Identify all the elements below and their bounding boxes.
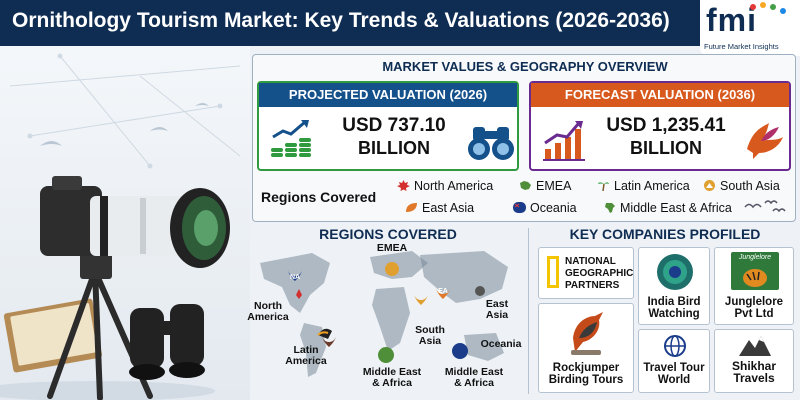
region-oceania: Oceania: [513, 199, 577, 218]
dotted-world-map: [260, 251, 508, 377]
company-india-bird-watching: India Bird Watching: [638, 247, 710, 325]
region-north-america: North America: [397, 177, 493, 196]
company-name: Rockjumper Birding Tours: [548, 362, 624, 386]
forecast-amount: USD 1,235.41: [606, 115, 726, 136]
region-label: North America: [414, 179, 494, 193]
temple-icon: [704, 180, 715, 191]
market-values-panel: MARKET VALUES & GEOGRAPHY OVERVIEW PROJE…: [252, 54, 796, 222]
header-bar: Ornithology Tourism Market: Key Trends &…: [0, 0, 800, 46]
logo-dot-blue: [780, 8, 786, 14]
binoculars-icon: [468, 127, 514, 160]
region-emea: EMEA: [519, 177, 571, 196]
junglelore-logo: Junglelore: [731, 252, 779, 290]
region-middle-east-africa: Middle East & Africa: [603, 199, 732, 218]
tiger-icon: [743, 269, 767, 287]
map-label-north-america: North America: [247, 300, 289, 323]
region-label: Middle East & Africa: [620, 201, 732, 215]
map-label-emea: EMEA: [376, 242, 408, 254]
map-label-middle-east-africa-2: Middle East & Africa: [444, 366, 504, 389]
mountain-icon: [739, 336, 771, 356]
page-title: Ornithology Tourism Market: Key Trends &…: [12, 9, 670, 32]
rockjumper-bird-icon: [571, 312, 603, 355]
logo-subtitle: Future Market Insights: [704, 42, 779, 51]
region-label: EMEA: [536, 179, 572, 193]
nat-geo-frame-icon: [547, 256, 559, 288]
flying-birds-icon: [744, 200, 786, 213]
region-label: Oceania: [530, 201, 577, 215]
map-section-title: REGIONS COVERED: [319, 226, 457, 242]
region-east-asia: East Asia: [405, 199, 474, 218]
region-label: East Asia: [422, 201, 475, 215]
logo-text: fmi: [706, 2, 757, 38]
coins-growth-icon: [271, 120, 311, 157]
regions-covered-label: Regions Covered: [261, 189, 377, 205]
forecast-valuation-card: FORECAST VALUATION (2036) USD 1,235.41 B…: [529, 81, 791, 171]
junglelore-logo-text: Junglelore: [738, 254, 772, 261]
company-name: Junglelore Pvt Ltd: [724, 296, 784, 320]
camera-illustration: [0, 46, 250, 400]
company-rockjumper: Rockjumper Birding Tours: [538, 303, 634, 393]
company-name: Shikhar Travels: [731, 359, 776, 385]
logo-dot-green: [770, 4, 776, 10]
forecast-unit: BILLION: [630, 138, 702, 158]
map-label-east-asia: East Asia: [485, 298, 509, 321]
world-map: NA EA EMEA North America East Asia South…: [247, 242, 524, 393]
regions-covered-row: Regions Covered North America EMEA Latin…: [257, 175, 793, 219]
company-national-geographic: NATIONAL GEOGRAPHIC PARTNERS: [538, 247, 634, 299]
globe-icon: [664, 335, 686, 357]
projected-unit: BILLION: [358, 138, 430, 158]
section-divider: [528, 228, 529, 394]
map-label-south-asia: South Asia: [415, 324, 445, 347]
map-label-oceania: Oceania: [480, 338, 522, 350]
company-name: India Bird Watching: [647, 296, 701, 320]
camera-tripod-image: [0, 53, 241, 400]
australia-flag-icon: [513, 202, 526, 213]
fmi-logo: fmi Future Market Insights: [700, 0, 800, 56]
palm-tree-icon: [598, 182, 609, 191]
region-label: Latin America: [614, 179, 690, 193]
region-label: South Asia: [720, 179, 780, 193]
globe-europe-icon: [520, 181, 531, 190]
region-latin-america: Latin America: [597, 177, 690, 196]
companies-section-title: KEY COMPANIES PROFILED: [569, 226, 761, 242]
logo-dot-orange: [760, 2, 766, 8]
company-junglelore: Junglelore Junglelore Pvt Ltd: [714, 247, 794, 325]
africa-map-icon: [605, 203, 615, 213]
map-label-middle-east-africa: Middle East & Africa: [362, 366, 422, 389]
projected-amount: USD 737.10: [342, 115, 446, 136]
logo-dot-red: [750, 4, 756, 10]
maple-leaf-icon: [397, 180, 410, 191]
map-pin-na: NA: [289, 274, 301, 281]
map-label-latin-america: Latin America: [285, 344, 327, 367]
projected-valuation-label: PROJECTED VALUATION (2026): [259, 83, 517, 107]
overview-title: MARKET VALUES & GEOGRAPHY OVERVIEW: [382, 59, 668, 74]
leaf-icon: [406, 203, 417, 212]
peacock-icon: [657, 254, 693, 290]
forecast-valuation-label: FORECAST VALUATION (2036): [531, 83, 789, 107]
projected-valuation-card: PROJECTED VALUATION (2026) USD 737.10 BI…: [257, 81, 519, 171]
company-travel-tour-world: Travel Tour World: [638, 329, 710, 393]
region-south-asia: South Asia: [703, 177, 780, 196]
company-shikhar-travels: Shikhar Travels: [714, 329, 794, 393]
company-name: NATIONAL GEOGRAPHIC PARTNERS: [565, 256, 634, 291]
bird-icon: [747, 123, 783, 159]
company-name: Travel Tour World: [643, 362, 705, 386]
bar-chart-growth-icon: [543, 121, 585, 161]
map-pin-ea: EA: [438, 288, 448, 295]
